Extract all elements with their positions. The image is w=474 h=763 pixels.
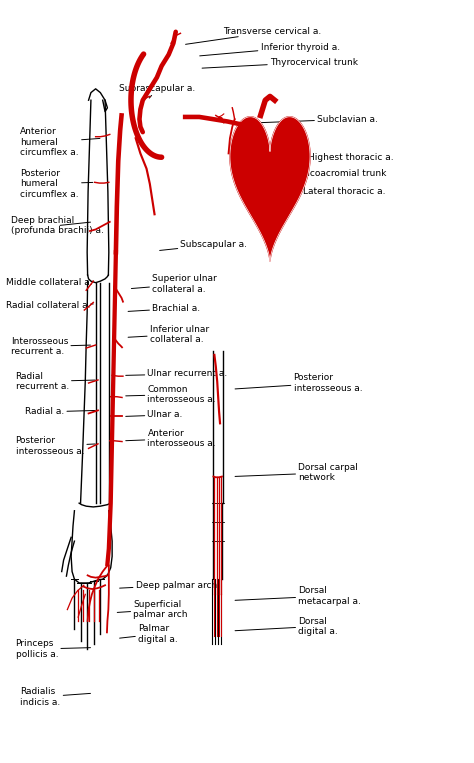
Text: Thoracoacromial trunk: Thoracoacromial trunk — [254, 169, 386, 179]
Text: Posterior
interosseous a.: Posterior interosseous a. — [235, 373, 362, 393]
Text: Radial a.: Radial a. — [25, 407, 95, 417]
Text: Inferior thyroid a.: Inferior thyroid a. — [200, 43, 340, 56]
Text: Thyrocervical trunk: Thyrocervical trunk — [202, 58, 358, 68]
Text: Common
interosseous a.: Common interosseous a. — [126, 385, 216, 404]
Text: Posterior
humeral
circumflex a.: Posterior humeral circumflex a. — [20, 169, 93, 198]
Text: Brachial a.: Brachial a. — [128, 304, 201, 313]
Text: Superior ulnar
collateral a.: Superior ulnar collateral a. — [131, 275, 217, 294]
Text: Deep palmar arch: Deep palmar arch — [119, 581, 217, 590]
Text: Transverse cervical a.: Transverse cervical a. — [185, 27, 321, 44]
Text: Anterior
humeral
circumflex a.: Anterior humeral circumflex a. — [20, 127, 100, 157]
Text: Princeps
pollicis a.: Princeps pollicis a. — [16, 639, 91, 658]
Text: Ulnar a.: Ulnar a. — [126, 410, 183, 420]
Text: Radial
recurrent a.: Radial recurrent a. — [16, 372, 95, 391]
Text: Deep brachial
(profunda brachii) a.: Deep brachial (profunda brachii) a. — [11, 216, 104, 235]
Text: Palmar
digital a.: Palmar digital a. — [119, 624, 178, 644]
Text: Lateral thoracic a.: Lateral thoracic a. — [254, 187, 385, 196]
Text: Ulnar recurrent a.: Ulnar recurrent a. — [126, 369, 228, 378]
Polygon shape — [230, 117, 310, 261]
Text: Dorsal
metacarpal a.: Dorsal metacarpal a. — [235, 586, 361, 606]
Text: Radial collateral a.: Radial collateral a. — [6, 301, 93, 310]
Text: Dorsal carpal
network: Dorsal carpal network — [235, 463, 358, 482]
Text: Suprascapular a.: Suprascapular a. — [119, 85, 195, 98]
Text: Posterior
interosseous a.: Posterior interosseous a. — [16, 436, 95, 456]
Text: Middle collateral a.: Middle collateral a. — [6, 278, 93, 287]
Text: Radialis
indicis a.: Radialis indicis a. — [20, 687, 91, 707]
Text: Subscapular a.: Subscapular a. — [160, 240, 247, 250]
Text: Superficial
palmar arch: Superficial palmar arch — [117, 600, 188, 620]
Text: Anterior
interosseous a.: Anterior interosseous a. — [126, 429, 216, 448]
Text: Dorsal
digital a.: Dorsal digital a. — [235, 617, 338, 636]
Text: Highest thoracic a.: Highest thoracic a. — [254, 153, 393, 162]
Text: Subclavian a.: Subclavian a. — [254, 114, 378, 124]
Text: Inferior ulnar
collateral a.: Inferior ulnar collateral a. — [128, 325, 209, 344]
Text: Interosseous
recurrent a.: Interosseous recurrent a. — [11, 336, 91, 356]
